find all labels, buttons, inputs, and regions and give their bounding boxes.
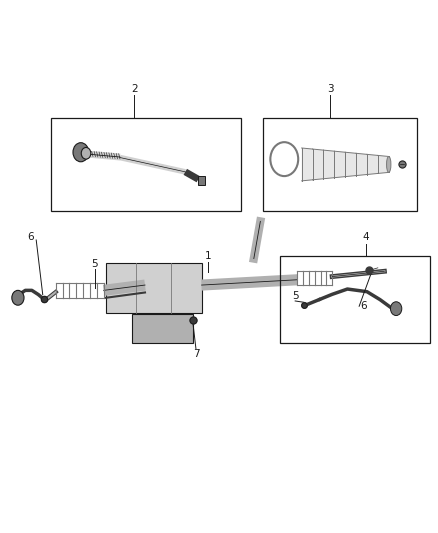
Circle shape xyxy=(12,290,24,305)
Polygon shape xyxy=(313,149,323,180)
Polygon shape xyxy=(367,155,378,174)
Polygon shape xyxy=(356,154,367,175)
Text: 1: 1 xyxy=(205,251,212,261)
Circle shape xyxy=(391,302,402,316)
Text: 6: 6 xyxy=(360,301,367,311)
Ellipse shape xyxy=(387,157,391,172)
Polygon shape xyxy=(378,156,389,173)
Bar xyxy=(262,118,417,211)
Bar xyxy=(51,118,241,211)
Polygon shape xyxy=(334,151,345,177)
Text: 5: 5 xyxy=(292,290,298,301)
Text: 7: 7 xyxy=(193,349,199,359)
Text: 6: 6 xyxy=(28,232,34,243)
Circle shape xyxy=(73,143,88,162)
Bar xyxy=(106,263,201,313)
Text: 5: 5 xyxy=(92,259,98,269)
Bar xyxy=(198,175,205,185)
Bar xyxy=(132,314,193,343)
Polygon shape xyxy=(345,152,356,176)
Polygon shape xyxy=(302,148,313,181)
Text: 4: 4 xyxy=(363,232,369,243)
Polygon shape xyxy=(323,150,334,179)
Circle shape xyxy=(81,148,91,159)
Text: 3: 3 xyxy=(327,84,333,94)
Bar xyxy=(280,256,430,343)
Text: 2: 2 xyxy=(131,84,138,94)
